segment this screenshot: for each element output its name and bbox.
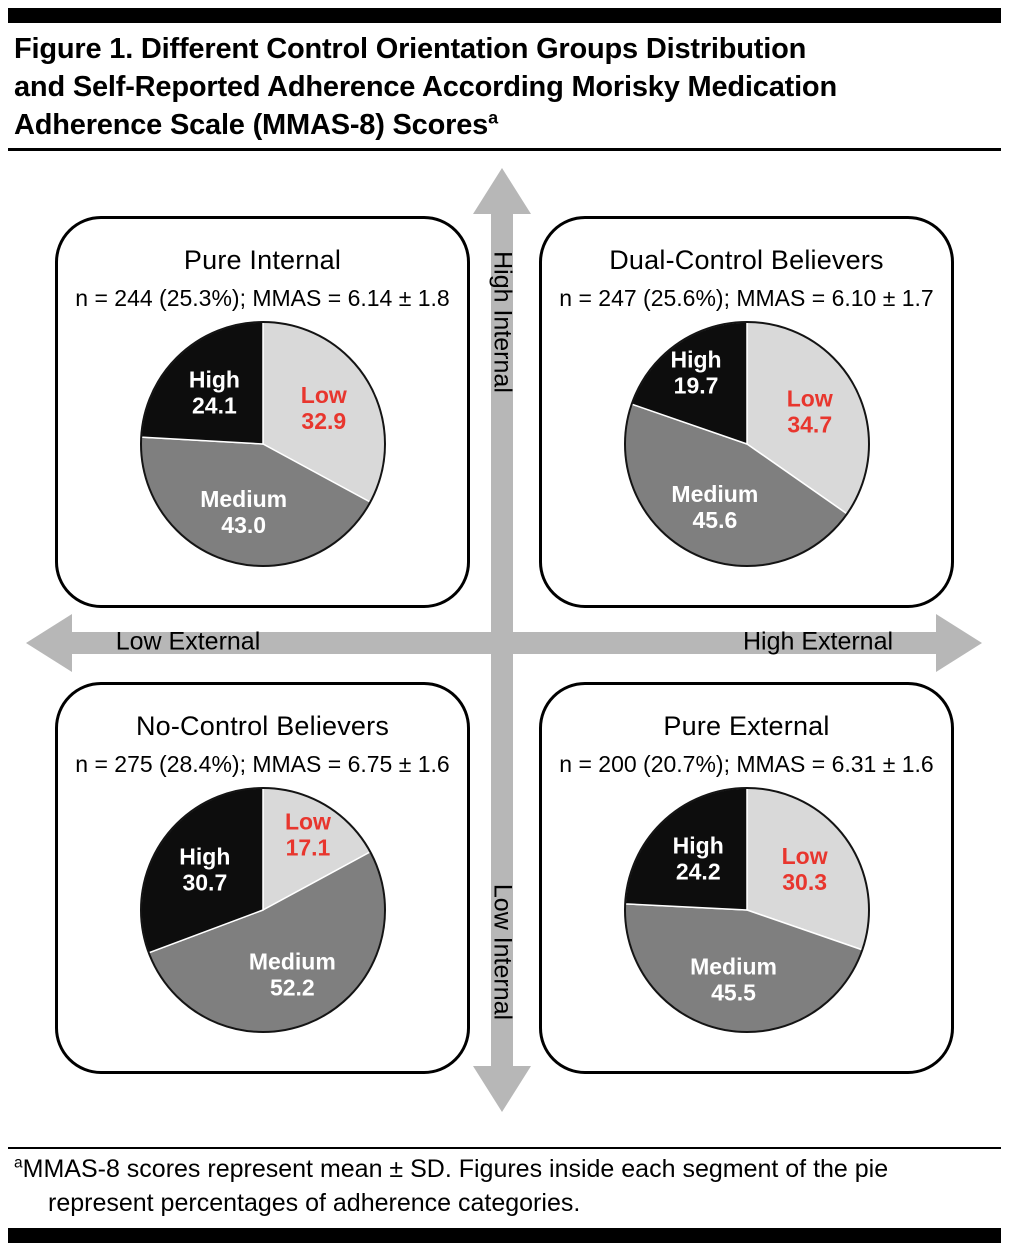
pie-title: Dual-Control Believers: [609, 245, 884, 275]
pie-label-medium: Medium: [690, 953, 777, 979]
pie-title: Pure External: [663, 711, 830, 741]
title-line-3-text: Adherence Scale (MMAS-8) Scores: [14, 109, 489, 141]
figure-area: High Internal Low Internal Low External …: [0, 152, 1009, 1146]
pie-value-low: 30.3: [782, 869, 827, 895]
pie-value-medium: 52.2: [269, 974, 314, 1000]
pie-outline: [623, 787, 870, 1033]
axis-label-high-internal: High Internal: [488, 251, 517, 393]
title-rule: [8, 148, 1001, 151]
pie-label-low: Low: [284, 809, 330, 835]
pie-label-high: High: [670, 346, 721, 372]
pie-label-high: High: [188, 367, 239, 393]
pie-label-low: Low: [781, 843, 827, 869]
pie-value-medium: 43.0: [221, 512, 266, 538]
footnote-text: MMAS-8 scores represent mean ± SD. Figur…: [22, 1155, 889, 1217]
pie-stats: n = 244 (25.3%); MMAS = 6.14 ± 1.8: [75, 285, 450, 311]
figure-title: Figure 1. Different Control Orientation …: [14, 30, 999, 144]
horizontal-axis-arrow: [26, 614, 982, 672]
pie-value-medium: 45.6: [692, 507, 737, 533]
pie-label-medium: Medium: [200, 486, 287, 512]
pie-label-low: Low: [786, 385, 832, 411]
pie-outline: [139, 321, 386, 567]
title-line-3: Adherence Scale (MMAS-8) Scoresa: [14, 106, 999, 144]
pie-chart-pure-internal: Low 32.9 Medium 43.0 High 24.1: [58, 316, 467, 572]
footnote: aMMAS-8 scores represent mean ± SD. Figu…: [14, 1152, 998, 1220]
pie-label-low: Low: [300, 382, 346, 408]
pie-value-high: 30.7: [182, 870, 227, 896]
pie-label-high: High: [672, 833, 723, 859]
footnote-rule: [8, 1147, 1001, 1149]
pie-stats: n = 200 (20.7%); MMAS = 6.31 ± 1.6: [559, 751, 934, 777]
bottom-rule: [8, 1228, 1001, 1243]
pie-label-medium: Medium: [671, 481, 758, 507]
pie-value-low: 32.9: [301, 408, 346, 434]
pie-value-medium: 45.5: [711, 979, 756, 1005]
pie-chart-dual-control-believers: Low 34.7 Medium 45.6 High 19.7: [542, 316, 951, 572]
pie-stats: n = 247 (25.6%); MMAS = 6.10 ± 1.7: [559, 285, 934, 311]
pie-value-low: 34.7: [787, 411, 832, 437]
pie-title: No-Control Believers: [135, 711, 390, 741]
pie-chart-no-control-believers: Low 17.1 Medium 52.2 High 30.7: [58, 782, 467, 1038]
pie-label-medium: Medium: [248, 948, 335, 974]
pie-value-high: 24.2: [675, 859, 720, 885]
axis-label-high-external: High External: [742, 627, 894, 656]
pie-value-low: 17.1: [285, 835, 330, 861]
axes-arrows: [26, 168, 982, 1112]
pie-outline: [139, 787, 386, 1033]
pie-label-high: High: [179, 844, 230, 870]
pie-title: Pure Internal: [183, 245, 342, 275]
pie-outline: [623, 321, 870, 567]
title-line-1: Figure 1. Different Control Orientation …: [14, 33, 807, 65]
axis-label-low-external: Low External: [115, 627, 261, 656]
quadrant-dual-control-believers: Dual-Control Believers n = 247 (25.6%); …: [539, 216, 954, 608]
pie-value-high: 24.1: [192, 393, 237, 419]
footnote-superscript: a: [14, 1154, 23, 1172]
pie-chart-pure-external: Low 30.3 Medium 45.5 High 24.2: [542, 782, 951, 1038]
title-superscript: a: [488, 107, 498, 128]
pie-value-high: 19.7: [673, 372, 718, 398]
title-line-2: and Self-Reported Adherence According Mo…: [14, 71, 837, 103]
pie-stats: n = 275 (28.4%); MMAS = 6.75 ± 1.6: [75, 751, 450, 777]
quadrant-no-control-believers: No-Control Believers n = 275 (28.4%); MM…: [55, 682, 470, 1074]
top-rule: [8, 8, 1001, 23]
axis-label-low-internal: Low Internal: [488, 883, 517, 1021]
quadrant-pure-external: Pure External n = 200 (20.7%); MMAS = 6.…: [539, 682, 954, 1074]
quadrant-pure-internal: Pure Internal n = 244 (25.3%); MMAS = 6.…: [55, 216, 470, 608]
